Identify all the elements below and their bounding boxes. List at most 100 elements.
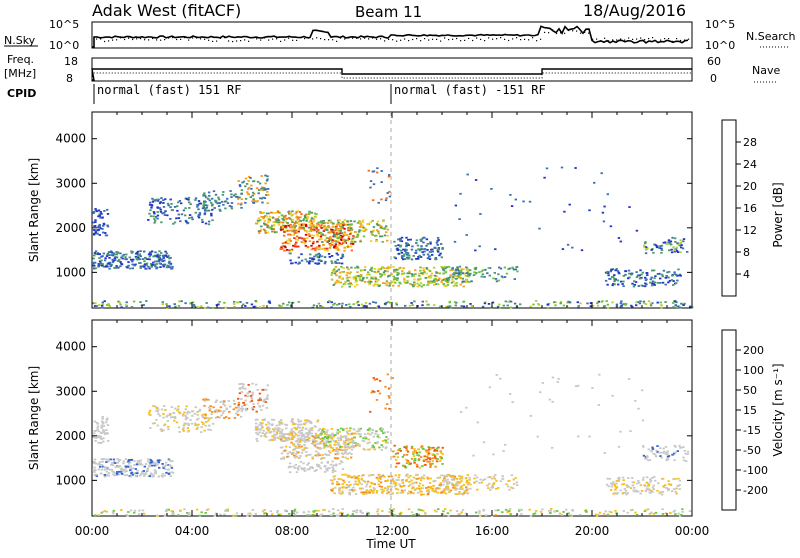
range-gate-cell — [277, 513, 280, 516]
range-gate-cell — [350, 438, 354, 440]
range-gate-cell — [361, 278, 365, 280]
range-gate-cell — [293, 467, 297, 469]
range-gate-cell — [338, 236, 341, 239]
range-gate-cell — [272, 430, 276, 433]
range-gate-cell — [152, 460, 155, 463]
range-gate-cell — [222, 203, 225, 206]
range-gate-cell — [633, 487, 636, 489]
range-gate-cell — [421, 484, 425, 487]
range-gate-cell — [375, 490, 379, 492]
range-gate-cell — [507, 301, 510, 303]
range-gate-cell — [656, 301, 659, 304]
range-gate-cell — [629, 509, 633, 512]
range-gate-cell — [310, 244, 313, 247]
range-gate-cell — [275, 231, 278, 233]
range-gate-cell — [348, 229, 352, 232]
range-gate-cell — [281, 422, 284, 425]
range-gate-cell — [323, 428, 326, 431]
range-gate-cell — [374, 234, 377, 237]
range-gate-cell — [449, 274, 452, 277]
range-gate-cell — [162, 429, 165, 432]
range-gate-cell — [120, 262, 123, 265]
range-gate-cell — [457, 274, 460, 277]
range-gate-cell — [388, 195, 392, 198]
range-gate-cell — [188, 207, 191, 209]
range-gate-cell — [439, 243, 443, 245]
range-gate-cell — [310, 217, 314, 220]
range-gate-cell — [364, 302, 368, 304]
range-gate-cell — [405, 249, 408, 251]
range-gate-cell — [179, 510, 182, 512]
nsearch-dot — [568, 29, 570, 32]
range-gate-cell — [481, 273, 485, 276]
range-gate-cell — [383, 431, 386, 434]
nsearch-dot — [172, 37, 174, 39]
range-gate-cell — [360, 483, 363, 486]
range-gate-cell — [288, 451, 292, 453]
range-gate-cell — [656, 451, 659, 453]
time-axis-title: Time UT — [365, 537, 416, 551]
range-gate-cell — [146, 258, 149, 260]
range-gate-cell — [502, 304, 505, 307]
range-gate-cell — [392, 450, 395, 453]
nsearch-dot — [316, 37, 318, 39]
range-gate-cell — [104, 257, 107, 260]
range-gate-cell — [437, 508, 440, 511]
range-gate-cell — [187, 198, 190, 201]
nsearch-dot — [240, 40, 242, 42]
range-gate-cell — [413, 278, 416, 281]
range-gate-cell — [556, 510, 559, 512]
range-gate-cell — [133, 264, 136, 267]
range-gate-cell — [462, 268, 465, 271]
range-gate-cell — [412, 275, 416, 277]
range-gate-cell — [261, 187, 265, 190]
range-gate-cell — [458, 492, 461, 495]
range-gate-cell — [546, 307, 550, 309]
range-gate-cell — [305, 225, 308, 228]
range-gate-cell — [334, 441, 337, 444]
range-gate-cell — [275, 219, 279, 222]
range-gate-cell — [554, 304, 557, 307]
range-gate-cell — [288, 462, 292, 465]
range-gate-cell — [381, 440, 385, 442]
range-gate-cell — [261, 419, 264, 421]
range-gate-cell — [331, 239, 334, 241]
range-gate-cell — [155, 419, 158, 421]
range-gate-cell — [264, 398, 267, 401]
range-gate-cell — [428, 448, 431, 451]
range-gate-cell — [427, 446, 430, 448]
range-gate-cell — [302, 241, 305, 244]
range-gate-cell — [422, 241, 425, 244]
range-gate-cell — [487, 476, 490, 479]
range-gate-cell — [640, 389, 644, 392]
range-gate-cell — [673, 300, 676, 303]
range-gate-cell — [136, 250, 140, 253]
range-gate-cell — [122, 460, 125, 463]
range-gate-cell — [354, 477, 357, 480]
range-gate-cell — [434, 479, 437, 482]
range-gate-cell — [638, 302, 642, 305]
range-gate-cell — [332, 303, 335, 306]
range-gate-cell — [397, 238, 400, 241]
range-gate-cell — [256, 418, 259, 421]
range-gate-cell — [223, 400, 226, 403]
range-gate-cell — [678, 444, 681, 447]
range-gate-cell — [370, 267, 373, 270]
range-gate-cell — [283, 242, 286, 244]
range-gate-cell — [161, 212, 164, 215]
range-gate-cell — [184, 207, 187, 210]
range-gate-cell — [186, 427, 190, 429]
range-gate-cell — [421, 476, 424, 479]
range-gate-cell — [456, 480, 459, 483]
range-gate-cell — [461, 272, 465, 275]
range-gate-cell — [101, 255, 104, 257]
nsearch-dot — [276, 38, 278, 40]
range-gate-cell — [335, 235, 339, 237]
range-gate-cell — [220, 200, 224, 203]
range-gate-cell — [343, 246, 346, 249]
range-gate-cell — [164, 464, 168, 467]
range-gate-cell — [162, 413, 165, 415]
range-gate-cell — [97, 253, 100, 256]
range-gate-cell — [458, 274, 462, 277]
range-gate-cell — [497, 273, 500, 276]
